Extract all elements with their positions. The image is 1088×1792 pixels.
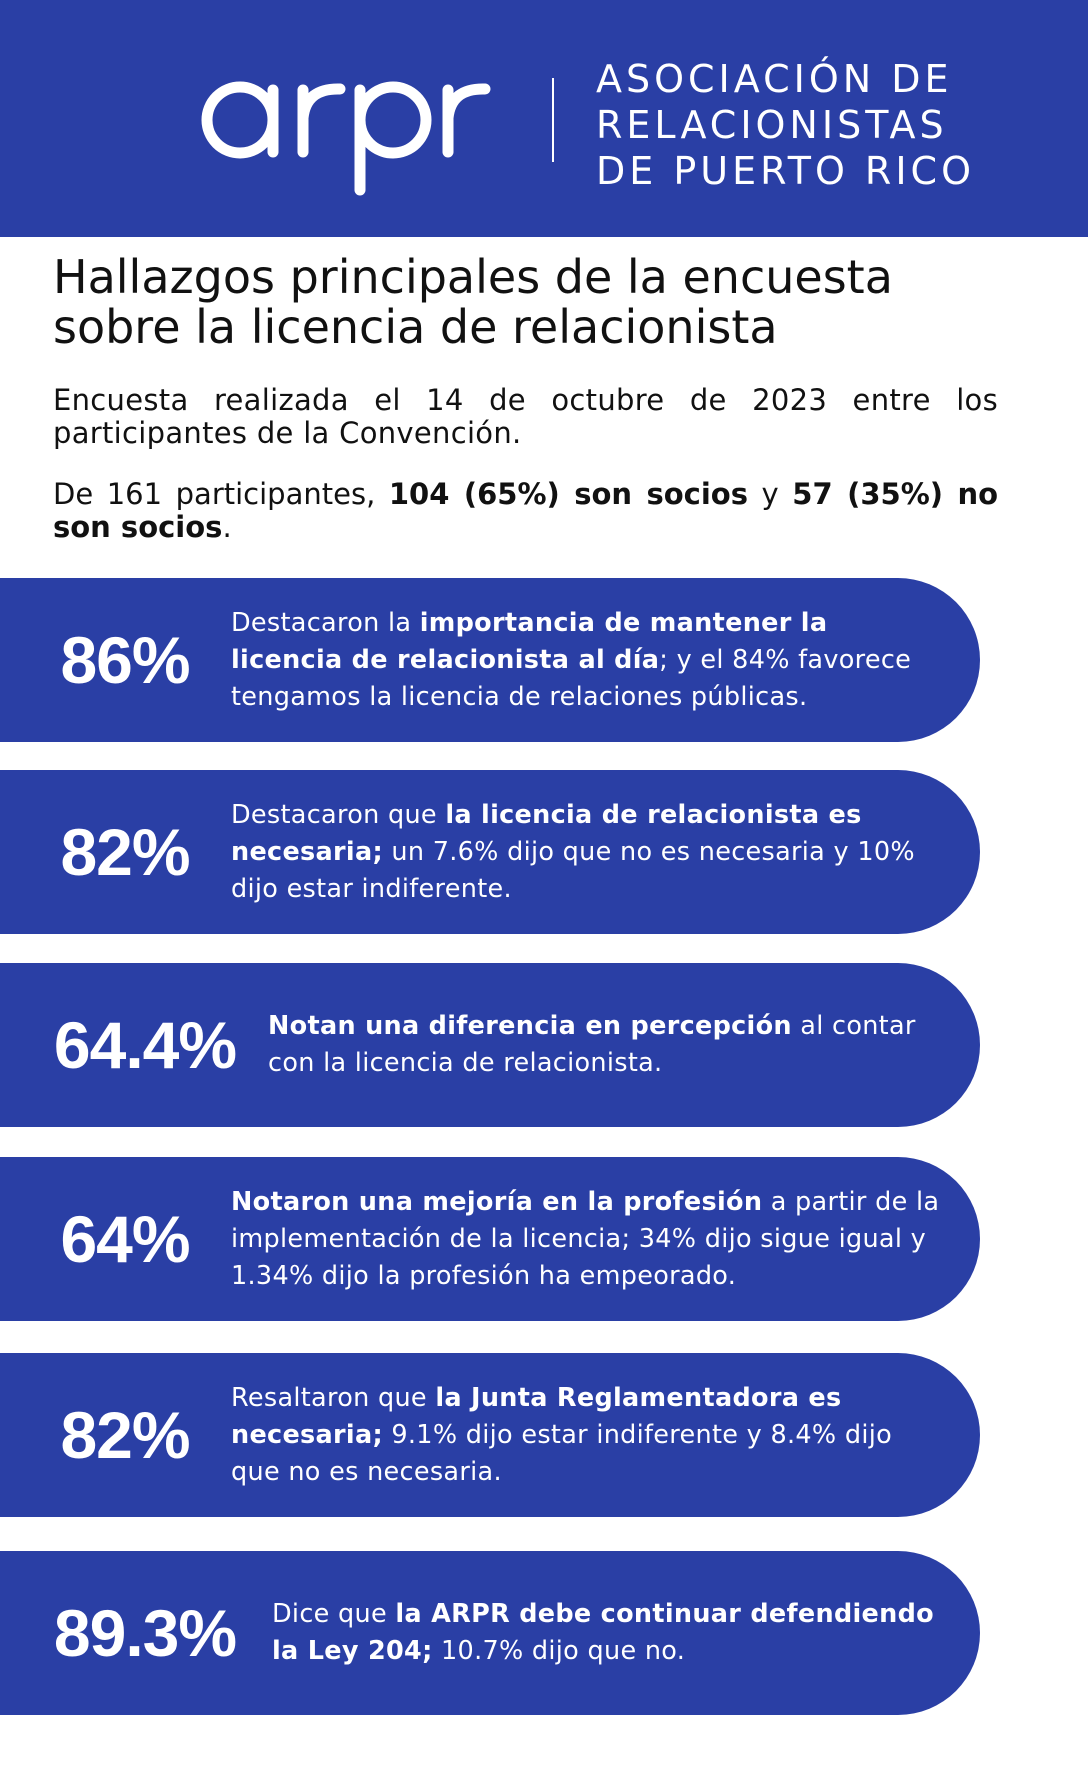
org-name-line-2: RELACIONISTAS [596, 103, 948, 147]
participants-no-socios: 57 (35%) no son socios [53, 477, 999, 544]
finding-text-bold: la licencia de relacionista es necesaria… [231, 799, 862, 867]
title-line-2: sobre la licencia de relacionista [53, 300, 778, 354]
arpr-logo [201, 81, 491, 196]
finding-text-pre: Destacaron la [231, 607, 420, 638]
finding-text-post: 10.7% dijo que no. [432, 1636, 686, 1666]
finding-text-pre: Destacaron que [231, 799, 446, 830]
finding-text-wrap: Notan una diferencia en percepción al co… [268, 963, 948, 1127]
finding-text-bold: la ARPR debe continuar defendiendo la Le… [272, 1599, 934, 1666]
org-name-line-3: DE PUERTO RICO [596, 149, 975, 193]
finding-text-wrap: Dice que la ARPR debe continuar defendie… [272, 1551, 942, 1715]
finding-percent: 82% [60, 1398, 190, 1472]
finding-percent: 82% [60, 815, 190, 889]
finding-text: Notan una diferencia en percepción al co… [268, 1008, 948, 1082]
organization-name: ASOCIACIÓN DE RELACIONISTAS DE PUERTO RI… [596, 56, 975, 194]
finding-percent: 64.4% [53, 1008, 237, 1082]
finding-card: 64% Notaron una mejoría en la profesión … [0, 1157, 980, 1321]
title-line-1: Hallazgos principales de la encuesta [53, 250, 893, 304]
finding-text-post: a partir de la implementación de la lice… [231, 1186, 940, 1291]
finding-percent: 64% [60, 1202, 190, 1276]
finding-text-pre: Dice que [272, 1599, 396, 1629]
participants-summary: De 161 participantes, 104 (65%) son soci… [53, 478, 998, 544]
finding-text-pre: Resaltaron que [231, 1382, 436, 1413]
participants-and: y [747, 477, 793, 511]
finding-text: Destacaron que la licencia de relacionis… [231, 797, 941, 908]
finding-text-bold: importancia de mantener la licencia de r… [231, 607, 828, 675]
finding-percent: 86% [60, 623, 190, 697]
finding-card: 64.4% Notan una diferencia en percepción… [0, 963, 980, 1127]
finding-card: 89.3% Dice que la ARPR debe continuar de… [0, 1551, 980, 1715]
participants-lead: De 161 participantes, [53, 477, 389, 511]
finding-text: Notaron una mejoría en la profesión a pa… [231, 1184, 941, 1295]
finding-card: 86% Destacaron la importancia de mantene… [0, 578, 980, 742]
finding-card: 82% Resaltaron que la Junta Reglamentado… [0, 1353, 980, 1517]
finding-text-wrap: Destacaron la importancia de mantener la… [231, 578, 941, 742]
finding-text-bold: Notan una diferencia en percepción [268, 1011, 792, 1041]
finding-text: Resaltaron que la Junta Reglamentadora e… [231, 1380, 941, 1491]
finding-text-wrap: Resaltaron que la Junta Reglamentadora e… [231, 1353, 941, 1517]
finding-text-wrap: Destacaron que la licencia de relacionis… [231, 770, 941, 934]
finding-text: Dice que la ARPR debe continuar defendie… [272, 1596, 942, 1670]
finding-text-bold: la Junta Reglamentadora es necesaria; [231, 1382, 842, 1450]
page-title: Hallazgos principales de la encuesta sob… [53, 252, 1053, 352]
finding-text-post: al contar con la licencia de relacionist… [268, 1011, 916, 1078]
survey-intro: Encuesta realizada el 14 de octubre de 2… [53, 383, 998, 450]
finding-card: 82% Destacaron que la licencia de relaci… [0, 770, 980, 934]
participants-socios: 104 (65%) son socios [388, 477, 748, 511]
finding-text-post: ; y el 84% favorece tengamos la licencia… [231, 644, 912, 712]
participants-end: . [222, 510, 232, 544]
finding-text: Destacaron la importancia de mantener la… [231, 605, 941, 716]
logo-divider [552, 78, 554, 162]
finding-text-post: un 7.6% dijo que no es necesaria y 10% d… [231, 836, 915, 904]
header-banner: ASOCIACIÓN DE RELACIONISTAS DE PUERTO RI… [0, 0, 1088, 237]
finding-text-bold: Notaron una mejoría en la profesión [231, 1186, 763, 1217]
finding-percent: 89.3% [53, 1596, 237, 1670]
org-name-line-1: ASOCIACIÓN DE [596, 57, 953, 101]
finding-text-wrap: Notaron una mejoría en la profesión a pa… [231, 1157, 941, 1321]
finding-text-post: 9.1% dijo estar indiferente y 8.4% dijo … [231, 1419, 893, 1487]
